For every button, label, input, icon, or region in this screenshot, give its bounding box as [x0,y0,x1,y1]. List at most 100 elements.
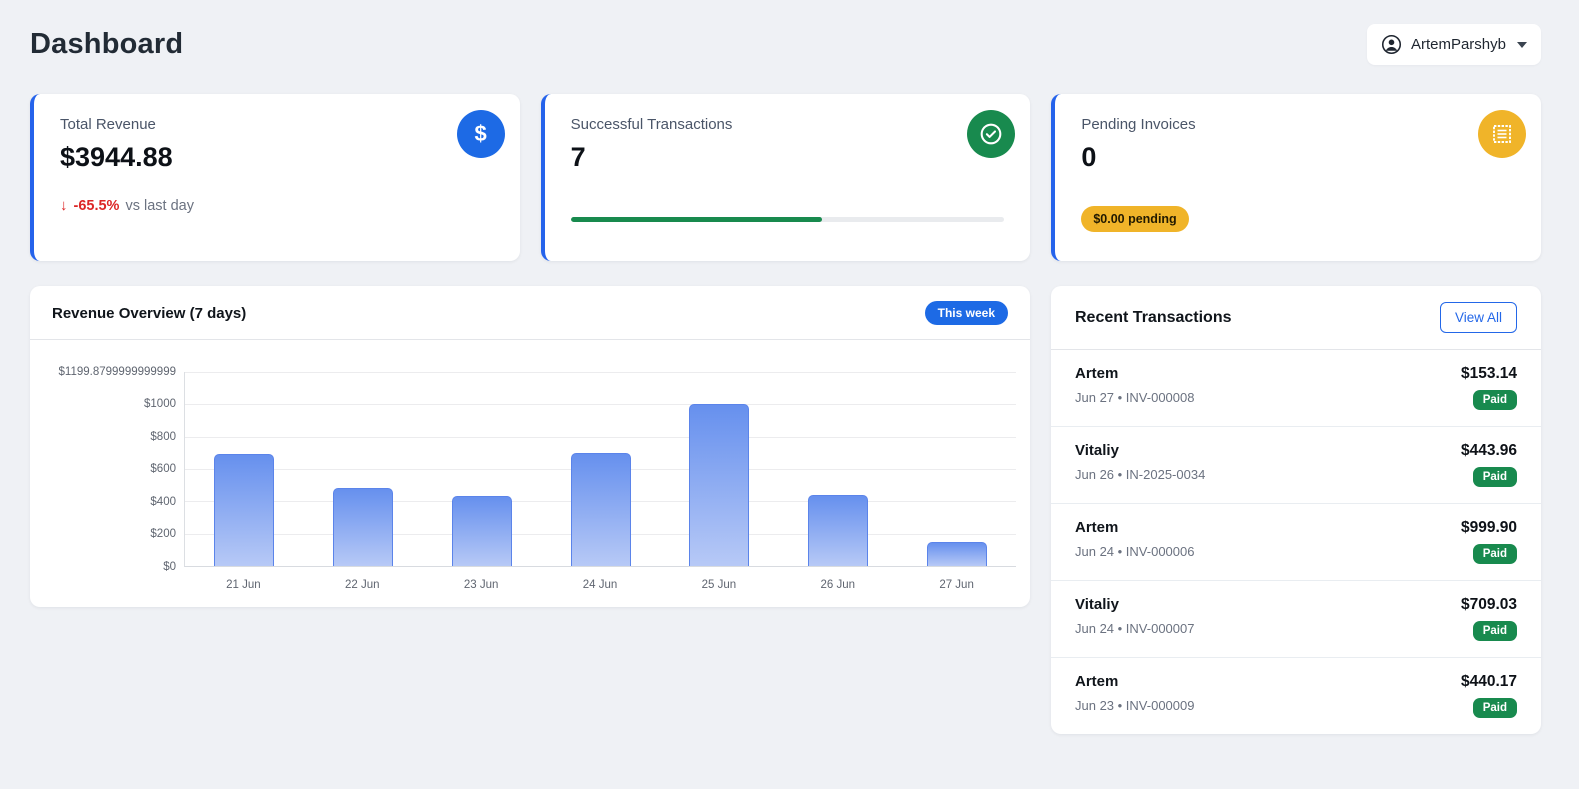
chart-bar[interactable] [570,452,631,566]
transaction-info: Vitaliy Jun 24 • INV-000007 [1075,596,1194,636]
user-name: ArtemParshyb [1410,36,1506,53]
transaction-row[interactable]: Artem Jun 24 • INV-000006 $999.90 Paid [1051,504,1541,581]
total-revenue-value: $3944.88 [60,142,173,172]
chart-x-axis: 21 Jun 22 Jun 23 Jun 24 Jun 25 Jun 26 Jun 27 J… [184,579,1016,591]
chart-bar[interactable] [214,454,275,566]
transaction-meta: Jun 26 • IN-2025-0034 [1075,467,1206,482]
stats-row: Total Revenue $3944.88 ↓ -65.5% vs last … [30,94,1541,261]
chart-bar[interactable] [689,404,750,566]
chart-body: $0 $200 $400 $600 $800 $1000 $1199.87999999999… [30,340,1030,607]
chevron-down-icon [1517,41,1527,48]
transaction-meta: Jun 23 • INV-000009 [1075,698,1195,713]
revenue-delta: ↓ -65.5% vs last day [60,197,494,214]
successful-transactions-value: 7 [570,142,586,172]
transaction-info: Vitaliy Jun 26 • IN-2025-0034 [1075,442,1205,482]
arrow-down-icon: ↓ [60,197,68,214]
chart-title: Revenue Overview (7 days) [52,304,247,322]
x-tick-label: 24 Jun [582,579,618,591]
gridline [185,372,1016,373]
chart-bar-cell [422,372,541,566]
recent-transactions-panel: Recent Transactions View All Artem Jun 27… [1051,286,1541,734]
transaction-name: Artem [1075,519,1119,536]
person-circle-icon [1381,34,1402,55]
chart-bar-cell [304,372,423,566]
revenue-bar-chart: $0 $200 $400 $600 $800 $1000 $1199.87999999999… [36,366,1016,591]
transaction-name: Artem [1075,365,1119,382]
transactions-list: Artem Jun 27 • INV-000008 $153.14 Paid Vital… [1051,350,1541,734]
paid-status-badge: Paid [1472,698,1517,718]
transaction-meta: Jun 27 • INV-000008 [1075,390,1195,405]
x-tick-label: 26 Jun [820,579,855,591]
chart-bar[interactable] [807,494,868,566]
transaction-info: Artem Jun 27 • INV-000008 [1075,365,1194,405]
view-all-button[interactable]: View All [1439,302,1517,333]
transactions-progress-fill [570,217,823,222]
transaction-amount-block: $709.03 Paid [1461,596,1517,641]
transaction-amount: $999.90 [1460,519,1517,536]
chart-bar[interactable] [926,541,987,566]
revenue-delta-value: -65.5% [73,197,120,214]
x-tick-label: 23 Jun [463,579,499,591]
transaction-amount: $443.96 [1460,442,1517,459]
chart-bars [185,372,1016,566]
revenue-delta-suffix: vs last day [125,197,194,214]
x-tick-label: 22 Jun [345,579,380,591]
paid-status-badge: Paid [1472,467,1517,487]
transaction-amount-block: $443.96 Paid [1461,442,1517,487]
transactions-header: Recent Transactions View All [1051,286,1541,350]
transaction-row[interactable]: Vitaliy Jun 24 • INV-000007 $709.03 Paid [1051,581,1541,658]
paid-status-badge: Paid [1472,544,1517,564]
y-tick-label: $1000 [144,398,176,411]
y-tick-label: $200 [150,528,176,541]
user-menu-button[interactable]: ArtemParshyb [1366,24,1541,65]
transaction-row[interactable]: Artem Jun 27 • INV-000008 $153.14 Paid [1051,350,1541,427]
transaction-name: Artem [1075,673,1119,690]
transaction-info: Artem Jun 23 • INV-000009 [1075,673,1194,713]
x-tick-label: 27 Jun [939,579,974,591]
this-week-badge[interactable]: This week [924,301,1008,325]
transactions-progress-bar [570,217,1005,222]
transaction-amount: $709.03 [1460,596,1517,613]
transaction-row[interactable]: Artem Jun 23 • INV-000009 $440.17 Paid [1051,658,1541,734]
transaction-info: Artem Jun 24 • INV-000006 [1075,519,1194,559]
gridline [185,404,1016,406]
transaction-amount: $153.14 [1460,365,1517,382]
chart-bar-cell [541,372,660,566]
paid-status-badge: Paid [1472,390,1517,410]
pending-amount-badge: $0.00 pending [1081,206,1189,232]
chart-bar-cell [660,372,779,566]
y-tick-label: $800 [150,430,176,443]
y-tick-label: $600 [150,463,176,476]
transaction-amount: $440.17 [1460,673,1517,690]
transaction-meta: Jun 24 • INV-000006 [1075,544,1195,559]
transaction-row[interactable]: Vitaliy Jun 26 • IN-2025-0034 $443.96 Paid [1051,427,1541,504]
check-circle-icon [967,110,1016,158]
pending-invoices-card: Pending Invoices 0 $0.00 pending [1051,94,1541,261]
transaction-amount-block: $999.90 Paid [1461,519,1517,564]
transaction-meta: Jun 24 • INV-000007 [1075,621,1195,636]
pending-invoices-value: 0 [1081,142,1097,172]
top-bar: Dashboard ArtemParshyb [30,24,1541,65]
dollar-icon: $ [456,110,505,158]
chart-bar[interactable] [333,487,394,566]
chart-bar[interactable] [451,496,512,566]
x-tick-label: 21 Jun [226,579,261,591]
transaction-amount-block: $440.17 Paid [1461,673,1517,718]
transaction-amount-block: $153.14 Paid [1461,365,1517,410]
chart-header: Revenue Overview (7 days) This week [30,286,1030,340]
x-tick-label: 25 Jun [701,579,737,591]
y-tick-label: $0 [163,561,176,573]
chart-bar-cell [779,372,898,566]
y-tick-label: $1199.8799999999999 [58,366,176,378]
y-tick-label: $400 [150,495,176,508]
chart-bar-cell [185,372,304,566]
invoice-icon [1477,110,1526,158]
chart-y-axis: $0 $200 $400 $600 $800 $1000 $1199.87999999999… [36,366,184,573]
main-row: Revenue Overview (7 days) This week $0 $2… [30,286,1541,734]
paid-status-badge: Paid [1472,621,1517,641]
transaction-name: Vitaliy [1075,596,1119,613]
revenue-overview-panel: Revenue Overview (7 days) This week $0 $2… [30,286,1030,607]
chart-plot-column: 21 Jun 22 Jun 23 Jun 24 Jun 25 Jun 26 Jun 27 J… [184,372,1016,591]
gridline [185,436,1016,438]
total-revenue-label: Total Revenue [60,116,156,133]
